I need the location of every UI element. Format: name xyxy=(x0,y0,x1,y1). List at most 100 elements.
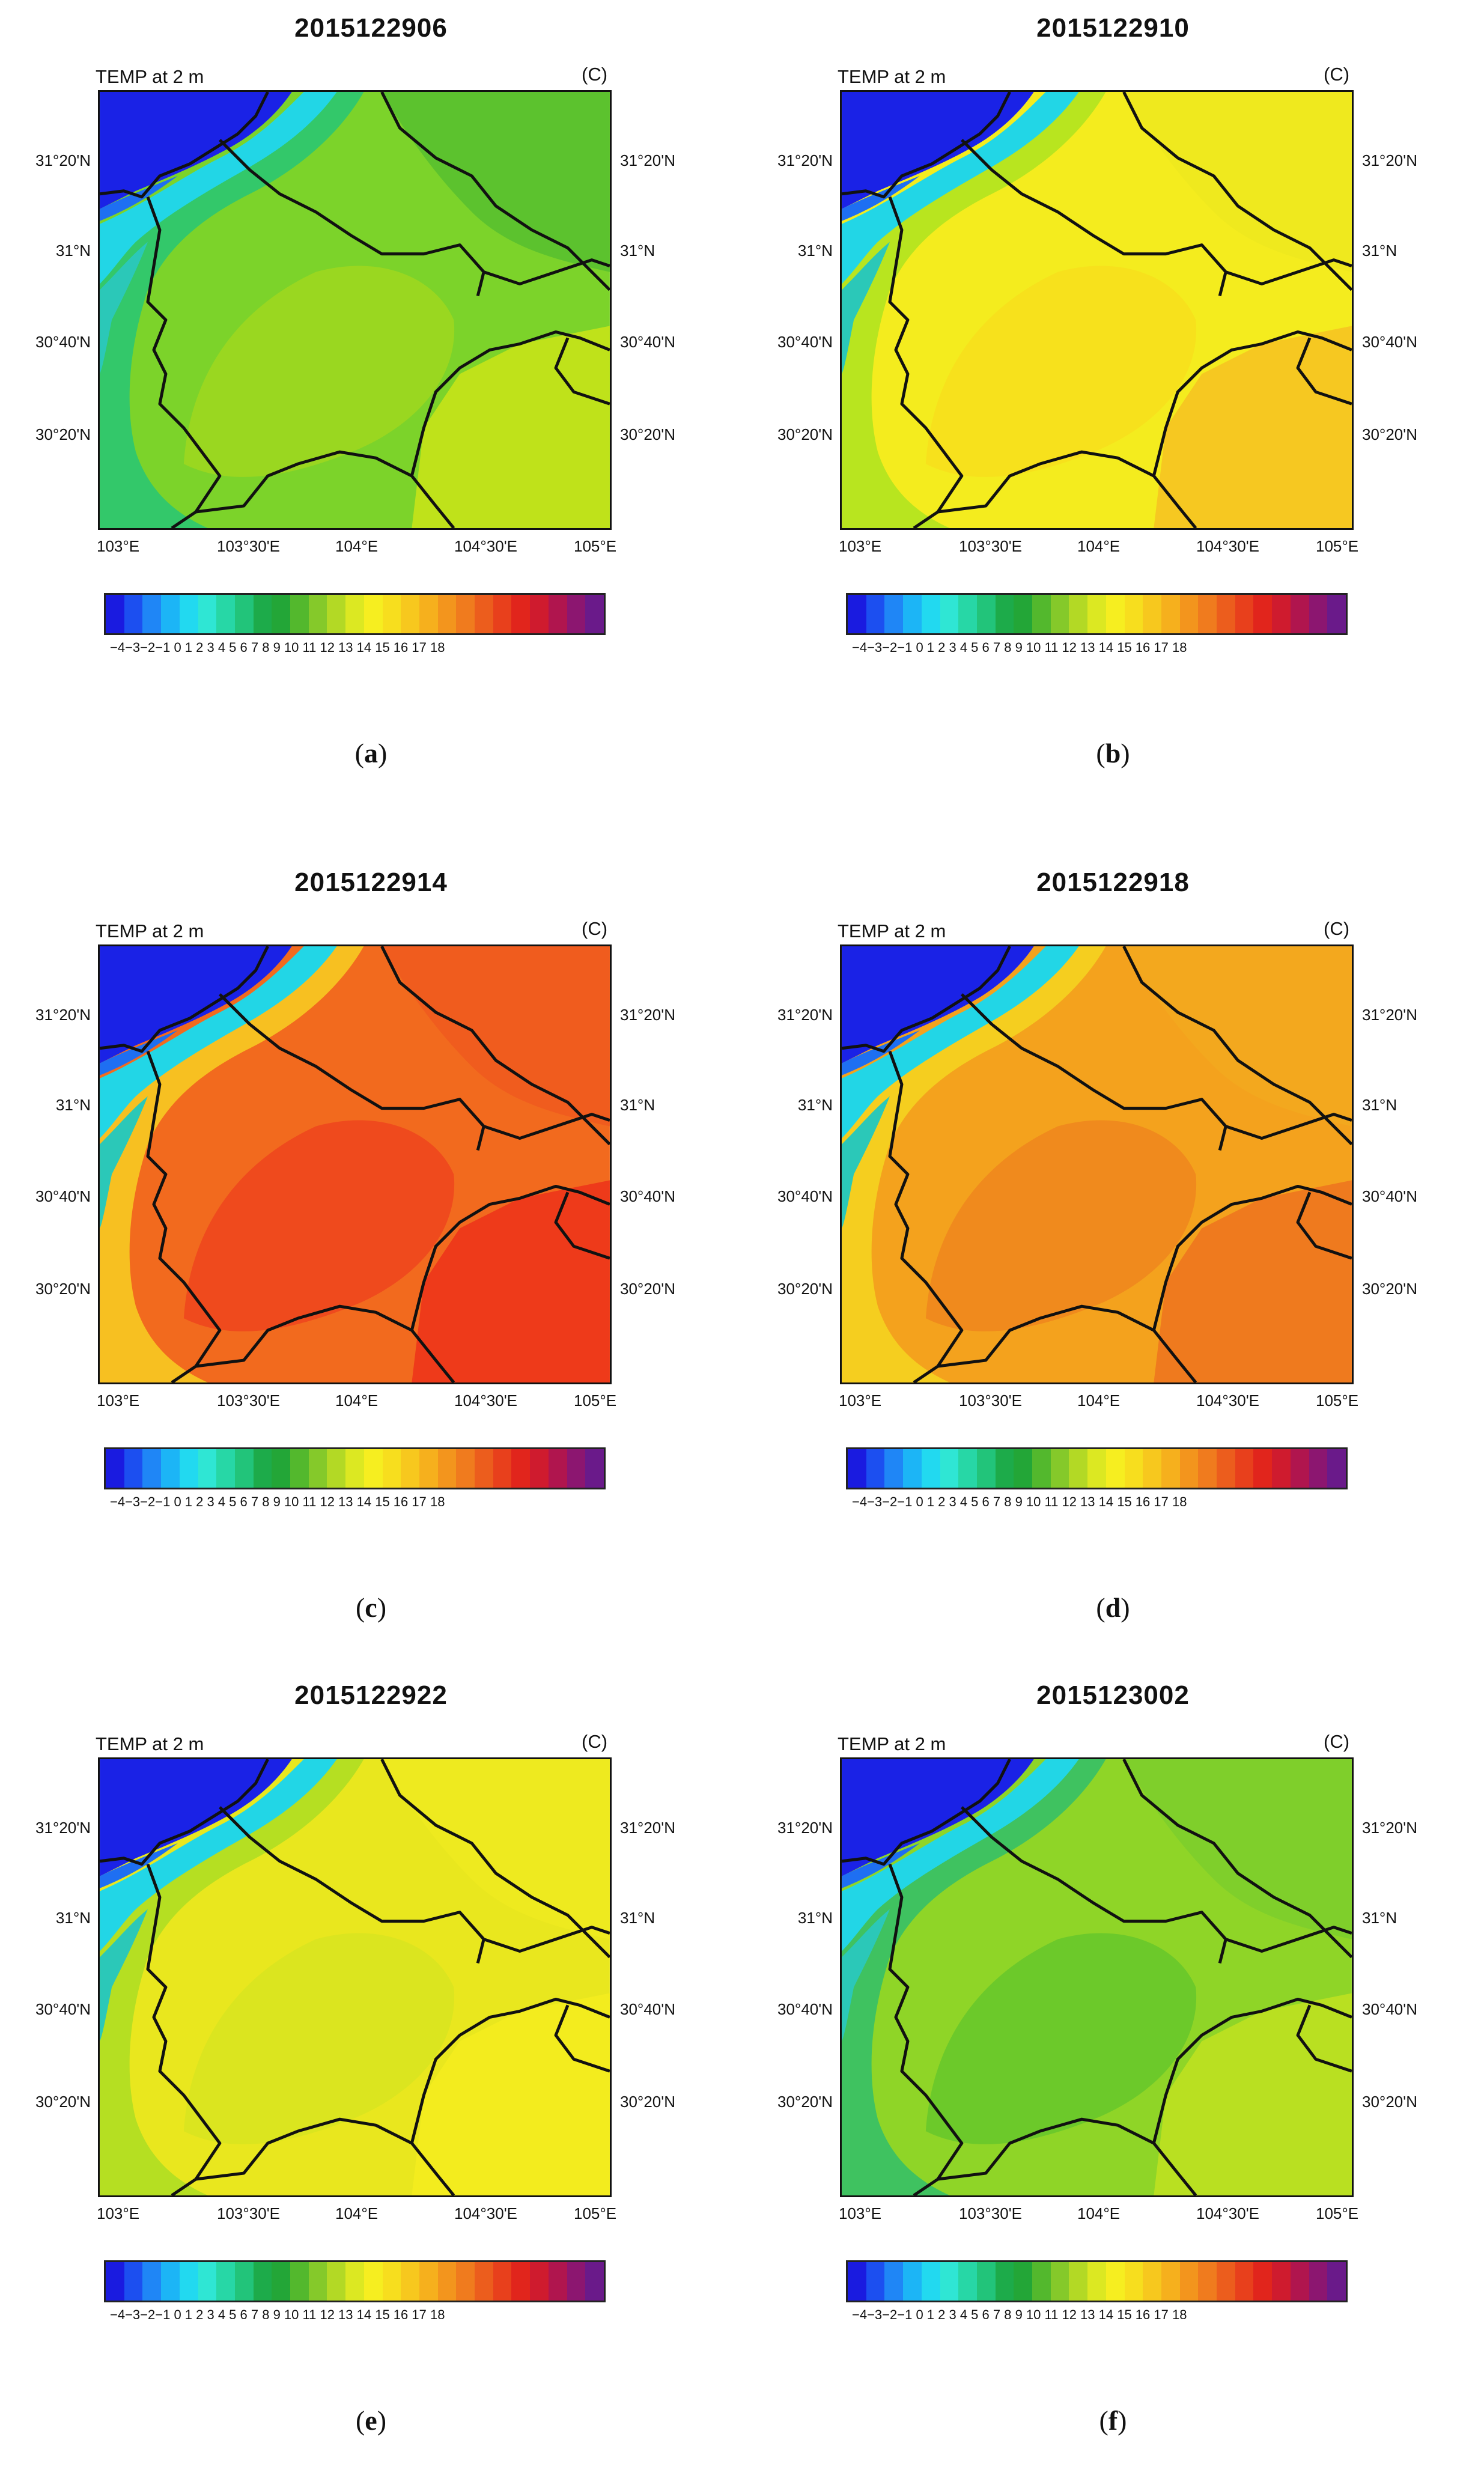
cold-band-teal xyxy=(100,1909,148,2042)
colorbar xyxy=(104,1447,606,1489)
colorbar-swatch xyxy=(1105,595,1125,633)
colorbar-swatch xyxy=(1014,2262,1033,2301)
admin-boundary xyxy=(1152,1184,1352,1331)
colorbar-swatch xyxy=(1050,2262,1069,2301)
colorbar-swatch xyxy=(921,2262,940,2301)
admin-boundary xyxy=(1218,271,1227,297)
colorbar-swatch xyxy=(1272,2262,1291,2301)
colorbar-swatch xyxy=(345,1449,364,1488)
colorbar-swatch xyxy=(1327,595,1346,633)
temperature-map xyxy=(98,90,612,530)
colorbar-swatch xyxy=(1032,1449,1051,1488)
cold-band-teal xyxy=(842,242,890,374)
colorbar-swatch xyxy=(290,2262,309,2301)
colorbar-swatch xyxy=(1161,595,1180,633)
admin-boundary xyxy=(476,1125,485,1151)
colorbar-swatch xyxy=(866,2262,885,2301)
colorbar-swatch xyxy=(1050,595,1069,633)
admin-boundary xyxy=(937,1304,1197,1382)
lon-tick: 104°E xyxy=(335,537,379,555)
colorbar-swatch xyxy=(1124,2262,1143,2301)
panel-title: 2015122910 xyxy=(1036,13,1190,43)
unit-label: (C) xyxy=(1324,918,1350,939)
lat-tick-right: 31°20'N xyxy=(620,1819,675,1837)
colorbar-swatch xyxy=(272,1449,291,1488)
lat-tick-right: 31°N xyxy=(1362,1909,1397,1927)
colorbar-swatch xyxy=(1309,1449,1328,1488)
lat-tick-left: 30°20'N xyxy=(777,1280,833,1298)
admin-boundary xyxy=(195,450,455,528)
cold-band-teal xyxy=(100,242,148,374)
colorbar-swatch xyxy=(1105,2262,1125,2301)
admin-boundary xyxy=(554,337,610,406)
cold-zone-mountains xyxy=(842,1759,1034,1876)
colorbar-swatch xyxy=(124,1449,143,1488)
colorbar-swatch xyxy=(327,1449,346,1488)
colorbar-swatch xyxy=(401,2262,419,2301)
warm-zone-central xyxy=(183,266,455,477)
warm-zone-central xyxy=(925,266,1197,477)
lon-tick: 104°30'E xyxy=(1196,2204,1260,2222)
lat-tick-right: 30°20'N xyxy=(620,1280,675,1298)
colorbar-swatch xyxy=(1069,1449,1088,1488)
colorbar-swatch xyxy=(958,1449,977,1488)
colorbar-swatch xyxy=(903,2262,922,2301)
colorbar-labels: −4−3−2−1 0 1 2 3 4 5 6 7 8 9 10 11 12 13… xyxy=(110,2307,445,2322)
admin-boundary xyxy=(1218,1938,1227,1964)
colorbar-swatch xyxy=(198,595,217,633)
colorbar-swatch xyxy=(884,1449,904,1488)
lat-tick-left: 30°40'N xyxy=(35,1187,91,1205)
admin-boundary xyxy=(476,271,485,297)
colorbar-swatch xyxy=(1217,1449,1235,1488)
colorbar-swatch xyxy=(585,595,604,633)
lat-tick-right: 31°20'N xyxy=(1362,151,1417,169)
zone-northeast xyxy=(1124,946,1352,1127)
colorbar-swatch xyxy=(1327,2262,1346,2301)
colorbar-swatch xyxy=(234,595,254,633)
zone-northeast xyxy=(382,92,610,272)
warm-zone-southeast xyxy=(1154,1180,1352,1382)
lon-tick: 103°30'E xyxy=(217,2204,281,2222)
colorbar-swatch xyxy=(493,595,512,633)
colorbar-swatch xyxy=(511,2262,531,2301)
cold-band-cyan xyxy=(100,1759,337,1951)
colorbar-swatch xyxy=(1272,595,1291,633)
colorbar-swatch xyxy=(456,2262,475,2301)
caption-letter: e xyxy=(365,2405,377,2436)
colorbar-swatch xyxy=(1143,1449,1161,1488)
colorbar-labels: −4−3−2−1 0 1 2 3 4 5 6 7 8 9 10 11 12 13… xyxy=(852,1494,1187,1509)
colorbar-swatch xyxy=(437,2262,457,2301)
panel-title: 2015122914 xyxy=(294,868,448,897)
lat-tick-left: 30°40'N xyxy=(777,333,833,351)
unit-label: (C) xyxy=(582,64,608,85)
colorbar-swatch xyxy=(1087,595,1106,633)
colorbar-swatch xyxy=(848,2262,866,2301)
temperature-field xyxy=(842,946,1352,1382)
lon-tick: 104°E xyxy=(1077,1392,1121,1410)
admin-boundary xyxy=(1296,1191,1352,1260)
colorbar-swatch xyxy=(848,595,866,633)
colorbar xyxy=(846,2260,1348,2302)
colorbar-swatch xyxy=(1161,2262,1180,2301)
colorbar-swatch xyxy=(290,1449,309,1488)
warm-zone-central xyxy=(183,1933,455,2144)
lat-tick-right: 31°N xyxy=(620,1909,655,1927)
cold-band-cyan xyxy=(842,92,1079,284)
admin-boundary xyxy=(888,196,964,528)
temperature-field xyxy=(842,1759,1352,2195)
lat-tick-right: 30°20'N xyxy=(1362,425,1417,443)
panel-title: 2015122918 xyxy=(1036,868,1190,897)
colorbar-swatch xyxy=(585,2262,604,2301)
panel-title: 2015123002 xyxy=(1036,1680,1190,1710)
lat-tick-right: 31°20'N xyxy=(620,151,675,169)
lon-tick: 104°30'E xyxy=(454,1392,518,1410)
lon-tick: 103°30'E xyxy=(217,537,281,555)
admin-boundary xyxy=(100,92,269,199)
colorbar-swatch xyxy=(1290,1449,1309,1488)
panel-caption: (c) xyxy=(355,1592,387,1623)
colorbar-swatch xyxy=(198,1449,217,1488)
admin-boundary xyxy=(937,2117,1197,2195)
colorbar-swatch xyxy=(419,595,438,633)
lat-tick-left: 31°N xyxy=(797,1096,833,1114)
admin-boundary xyxy=(1218,1125,1227,1151)
